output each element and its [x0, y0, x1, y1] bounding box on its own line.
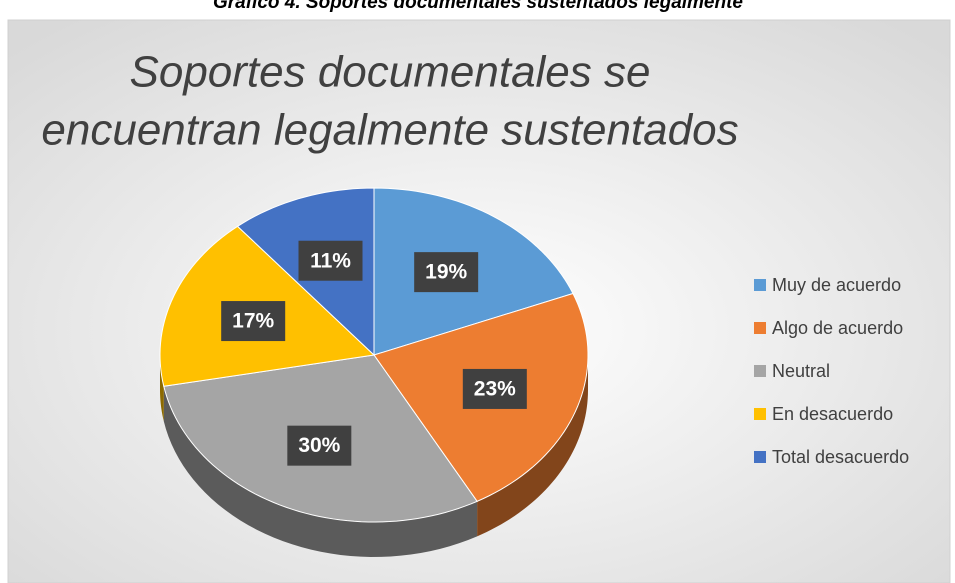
legend-label: Algo de acuerdo [772, 318, 903, 338]
data-label-box [414, 252, 479, 293]
legend-swatch [754, 451, 766, 463]
data-label: 30% [298, 434, 340, 457]
data-label-box [287, 425, 352, 466]
data-label-box [298, 240, 363, 281]
data-label-box [462, 368, 527, 409]
chart-title: Soportes documentales se [130, 48, 651, 97]
data-label: 23% [474, 377, 516, 400]
legend-swatch [754, 408, 766, 420]
caption: Gráfico 4. Soportes documentales sustent… [213, 0, 743, 13]
data-label: 11% [310, 249, 351, 272]
legend-swatch [754, 322, 766, 334]
data-label: 19% [425, 261, 467, 284]
chart-title: encuentran legalmente sustentados [41, 106, 738, 155]
legend-label: Neutral [772, 361, 830, 381]
slice-side [163, 386, 478, 557]
legend-label: En desacuerdo [772, 404, 893, 424]
data-label: 17% [232, 310, 274, 333]
legend-swatch [754, 279, 766, 291]
legend-swatch [754, 365, 766, 377]
legend-label: Total desacuerdo [772, 447, 909, 467]
legend-label: Muy de acuerdo [772, 275, 901, 295]
data-label-box [221, 301, 286, 342]
slice-side [477, 355, 588, 537]
